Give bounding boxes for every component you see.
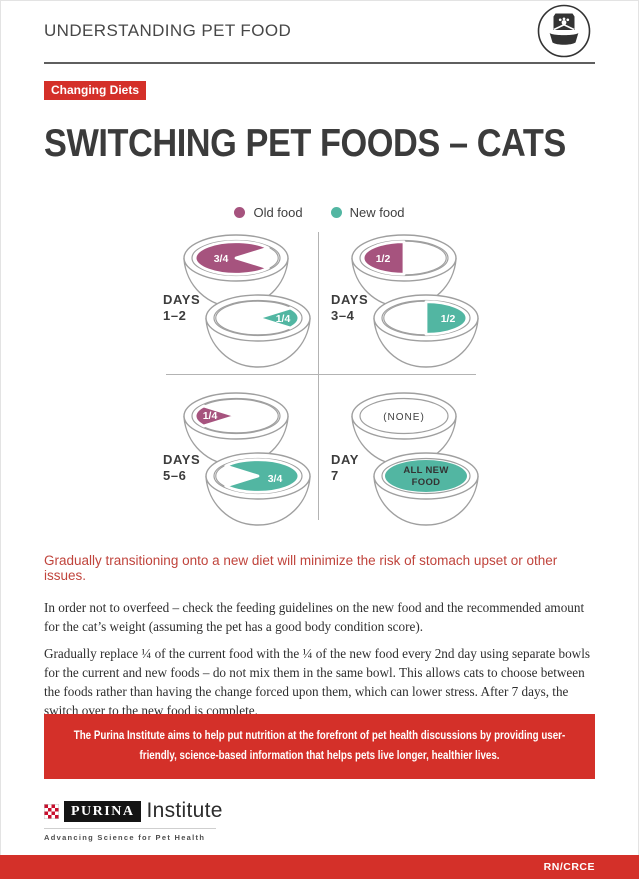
paragraph: Gradually replace ¼ of the current food … bbox=[44, 646, 591, 718]
quadrant-divider-vertical bbox=[318, 232, 319, 520]
bowl: 1/2 bbox=[373, 294, 479, 368]
bowl: 1/2 bbox=[351, 234, 457, 308]
key-statement: Gradually transitioning onto a new diet … bbox=[44, 553, 558, 583]
bowl: 1/4 bbox=[205, 294, 311, 368]
new-food-dot-icon bbox=[330, 207, 342, 218]
legend: Old food New food bbox=[0, 205, 639, 220]
bowl-fraction-label: 1/4 bbox=[276, 313, 291, 325]
legend-item-new-food: New food bbox=[330, 205, 405, 220]
purina-institute-logo: PURINA Institute Advancing Science for P… bbox=[44, 799, 223, 842]
bottom-bar: RN/CRCE bbox=[0, 855, 639, 879]
paragraph: In order not to overfeed – check the fee… bbox=[44, 600, 585, 634]
pet-food-bag-and-bowl-icon bbox=[536, 3, 592, 64]
bowl: (NONE) bbox=[351, 392, 457, 466]
legend-item-old-food: Old food bbox=[234, 205, 303, 220]
purina-institute-callout: The Purina Institute aims to help put nu… bbox=[44, 714, 595, 780]
bowl: 3/4 bbox=[205, 452, 311, 526]
legend-label: New food bbox=[349, 205, 405, 220]
bowl-content-label: FOOD bbox=[412, 477, 441, 488]
callout-text: The Purina Institute aims to help put nu… bbox=[73, 730, 566, 762]
page-title: SWITCHING PET FOODS – CATS bbox=[44, 122, 566, 165]
purina-checkerboard-icon bbox=[44, 803, 59, 819]
day-label: DAYS 1–2 bbox=[163, 292, 201, 323]
quadrant-divider-horizontal bbox=[166, 374, 476, 375]
bowl-fraction-label: 3/4 bbox=[214, 253, 229, 265]
header-divider bbox=[44, 62, 595, 64]
day-label: DAYS 3–4 bbox=[331, 292, 369, 323]
page-header-title: UNDERSTANDING PET FOOD bbox=[44, 21, 292, 40]
logo-tagline: Advancing Science for Pet Health bbox=[44, 828, 216, 842]
day-label: DAYS 5–6 bbox=[163, 452, 201, 483]
bowl-fraction-label: 1/2 bbox=[376, 253, 391, 265]
document-code: RN/CRCE bbox=[543, 861, 595, 873]
legend-label: Old food bbox=[253, 205, 303, 220]
bowl-fraction-label: 1/4 bbox=[203, 410, 218, 422]
bowl-fraction-label: 3/4 bbox=[268, 473, 283, 485]
institute-wordmark: Institute bbox=[146, 799, 223, 822]
day-label: DAY 7 bbox=[331, 452, 360, 483]
old-food-dot-icon bbox=[234, 207, 246, 218]
purina-wordmark: PURINA bbox=[64, 800, 142, 822]
bowl-content-label: ALL NEW bbox=[403, 465, 448, 476]
bowl-content-label: (NONE) bbox=[383, 412, 425, 423]
section-badge: Changing Diets bbox=[44, 81, 147, 100]
bowl-fraction-label: 1/2 bbox=[441, 313, 456, 325]
